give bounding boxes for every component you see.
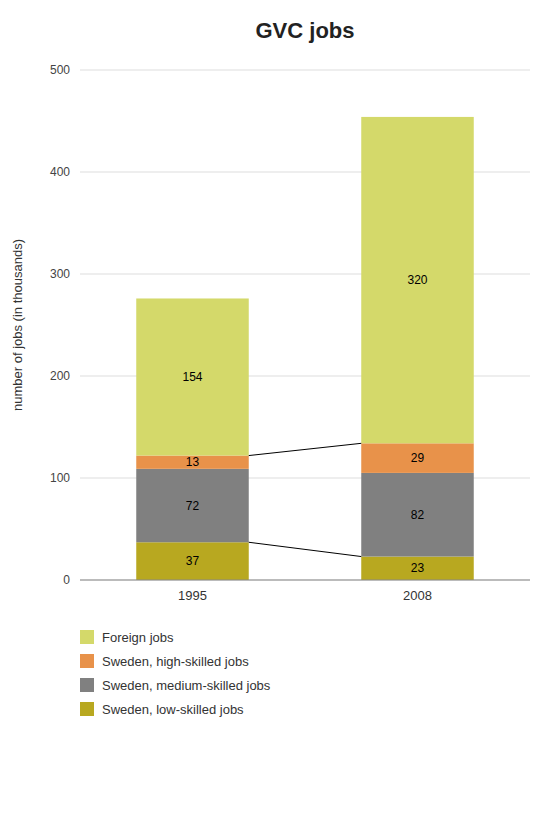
y-tick-label: 200 — [50, 369, 70, 383]
legend-label: Sweden, low-skilled jobs — [102, 702, 244, 717]
data-label: 82 — [411, 508, 425, 522]
y-tick-label: 100 — [50, 471, 70, 485]
legend-label: Sweden, high-skilled jobs — [102, 654, 249, 669]
x-tick-label: 2008 — [403, 588, 432, 603]
bar-segment — [136, 542, 249, 580]
bar-segment — [361, 473, 474, 557]
data-label: 29 — [411, 451, 425, 465]
chart-svg: GVC jobs number of jobs (in thousands) 0 10… — [0, 0, 559, 830]
bar-segment — [361, 443, 474, 473]
legend-swatch — [80, 654, 94, 668]
y-tick-label: 0 — [63, 573, 70, 587]
legend-label: Sweden, medium-skilled jobs — [102, 678, 271, 693]
background — [0, 0, 559, 830]
y-tick-label: 400 — [50, 165, 70, 179]
legend: Foreign jobs Sweden, high-skilled jobs Swe… — [80, 630, 271, 717]
connector-line — [249, 443, 362, 455]
chart-container: GVC jobs number of jobs (in thousands) 0 10… — [0, 0, 559, 830]
data-label: 23 — [411, 561, 425, 575]
bar-segment — [136, 298, 249, 455]
legend-swatch — [80, 678, 94, 692]
bar-segment — [136, 456, 249, 469]
x-axis-line — [80, 580, 530, 581]
y-tick-label: 500 — [50, 63, 70, 77]
bar-segment — [361, 557, 474, 580]
grid-line — [80, 580, 530, 581]
x-tick-label: 1995 — [178, 588, 207, 603]
y-tick-label: 300 — [50, 267, 70, 281]
chart-title: GVC jobs — [255, 18, 354, 43]
bar-segment — [136, 469, 249, 542]
legend-swatch — [80, 702, 94, 716]
data-label: 154 — [182, 370, 202, 384]
data-labels: 37 23 72 82 13 29 154 320 — [182, 273, 427, 575]
grid — [80, 70, 530, 580]
connectors — [249, 443, 362, 556]
connector-line — [249, 542, 362, 556]
bar-segment — [361, 117, 474, 443]
data-label: 320 — [407, 273, 427, 287]
legend-swatch — [80, 630, 94, 644]
bars — [136, 117, 474, 580]
legend-label: Foreign jobs — [102, 630, 174, 645]
y-axis-label: number of jobs (in thousands) — [10, 239, 25, 411]
data-label: 13 — [186, 455, 200, 469]
grid-line — [80, 70, 530, 71]
data-label: 72 — [186, 499, 200, 513]
data-label: 37 — [186, 554, 200, 568]
